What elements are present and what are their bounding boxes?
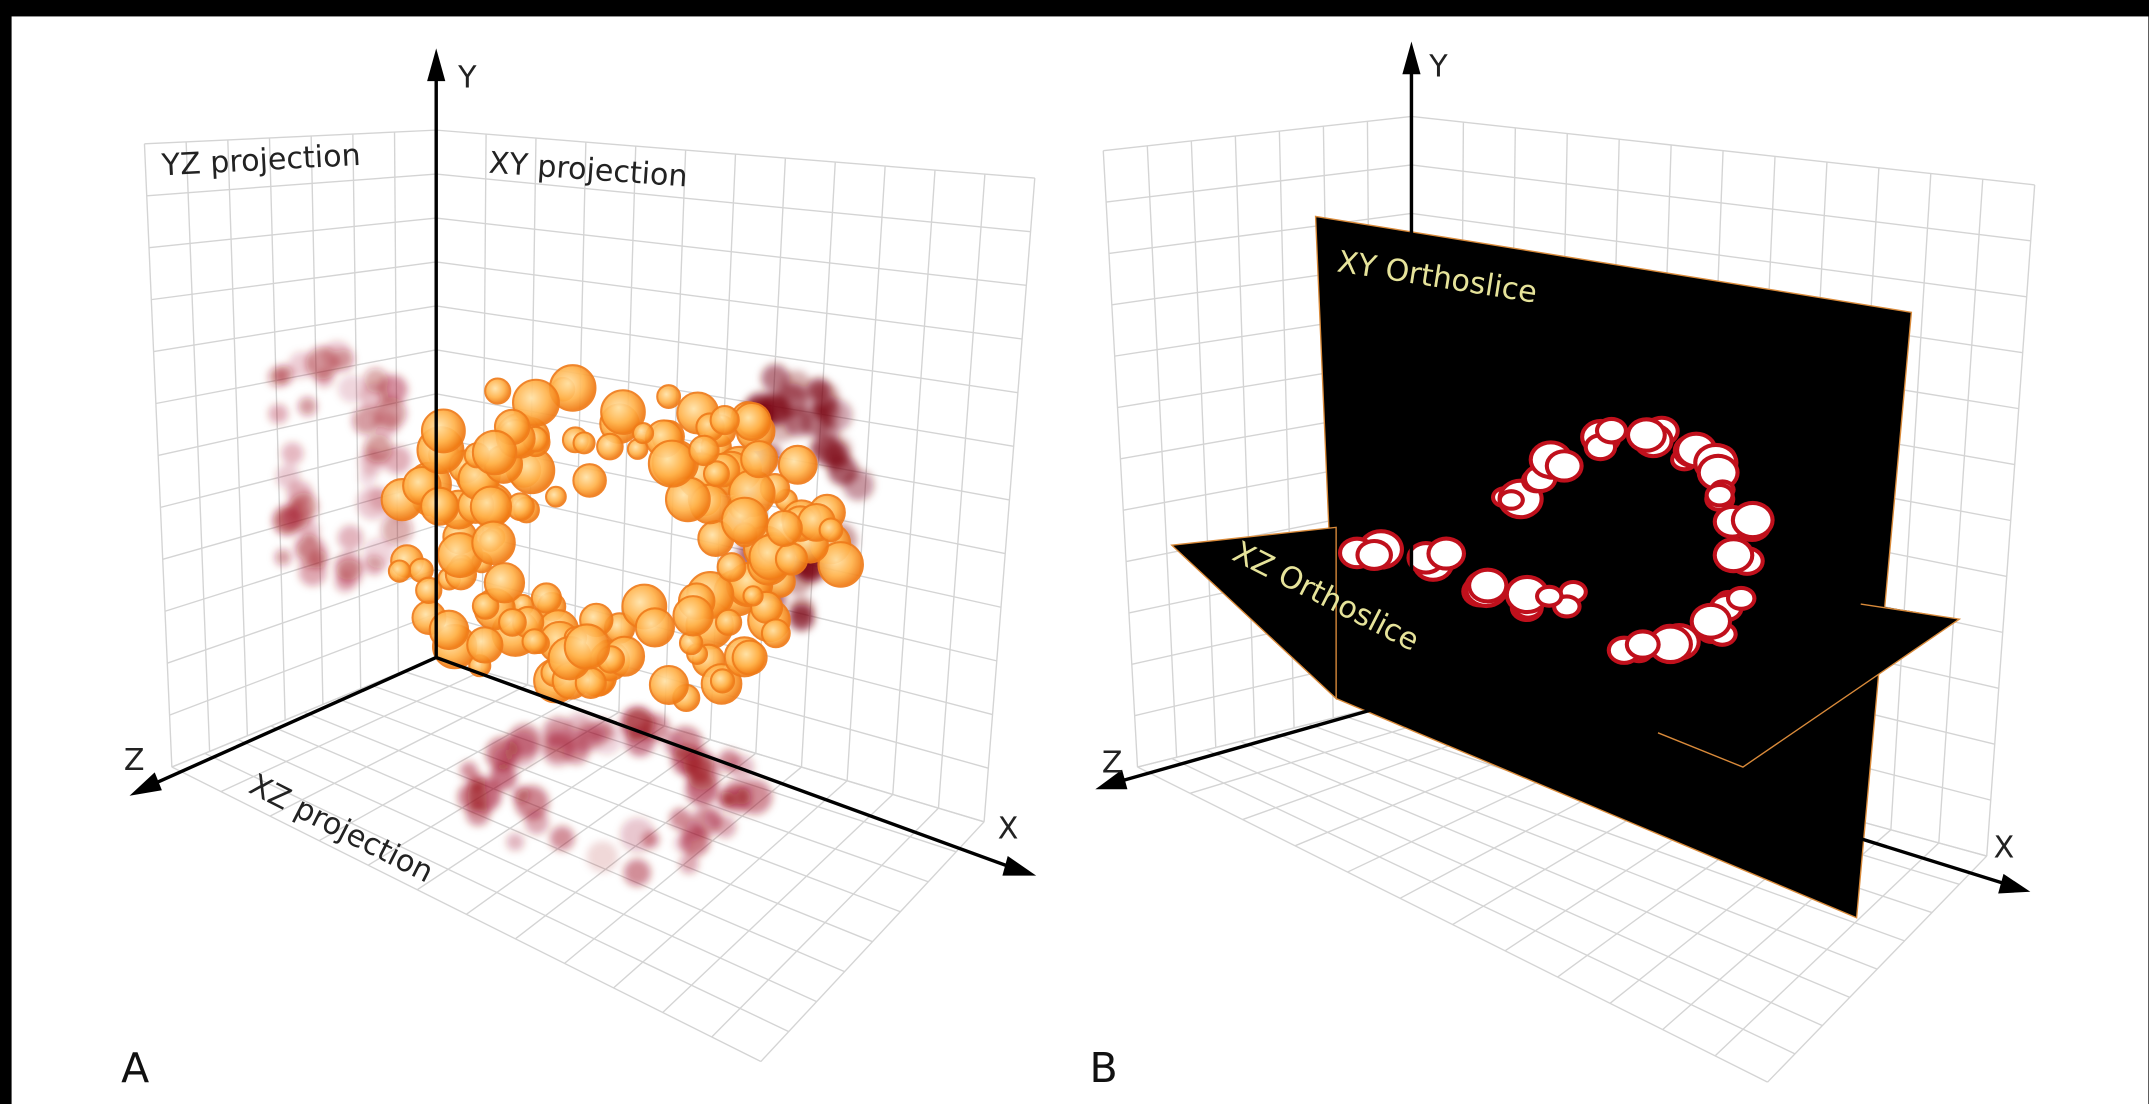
particle <box>722 498 768 544</box>
projection-blob <box>543 717 574 748</box>
particle <box>657 385 680 408</box>
slice-blob <box>1730 590 1752 607</box>
projection-blob <box>335 552 363 580</box>
x-axis-label: X <box>998 811 1019 846</box>
projection-blob <box>525 810 549 834</box>
particle <box>673 596 712 635</box>
slice-blob <box>1360 543 1389 567</box>
y-axis-label: Y <box>1428 50 1448 85</box>
particle <box>523 629 547 653</box>
projection-blob <box>365 451 382 468</box>
particle <box>689 436 718 465</box>
particle <box>485 563 524 602</box>
particle <box>485 378 510 403</box>
projection-blob <box>624 859 651 886</box>
particle <box>636 608 674 646</box>
projection-blob <box>506 833 524 851</box>
projection-blob <box>816 402 840 426</box>
figure: Y Z X YZ projection XY projection XZ pro… <box>0 0 2149 1104</box>
projection-blob <box>373 411 399 437</box>
projection-blob <box>333 349 354 370</box>
projection-blob <box>570 730 594 754</box>
particle <box>776 543 807 574</box>
slice-blob <box>1629 633 1657 655</box>
slice-blob <box>1694 607 1728 636</box>
particle <box>597 434 623 460</box>
particle <box>767 511 802 546</box>
particle <box>389 560 410 581</box>
slice-blob <box>1471 572 1504 600</box>
particle <box>741 441 777 477</box>
particle <box>565 624 609 668</box>
panel-label: A <box>121 1044 149 1092</box>
projection-blob <box>843 469 874 500</box>
particle <box>650 666 688 704</box>
projection-blob <box>490 763 517 790</box>
projection-blob <box>789 605 815 631</box>
projection-blob <box>364 555 384 575</box>
projection-blob <box>726 787 752 813</box>
projection-blob <box>298 397 317 416</box>
projection-blob <box>512 786 530 804</box>
particle <box>573 464 605 496</box>
projection-blob <box>295 534 321 560</box>
particle <box>467 627 502 662</box>
projection-blob <box>458 782 487 811</box>
particle <box>499 609 526 636</box>
projection-blob <box>673 834 691 852</box>
slice-blob <box>1717 541 1750 569</box>
projection-blob <box>360 383 389 412</box>
particle <box>711 406 739 434</box>
projection-blob <box>587 841 619 873</box>
x-axis-label: X <box>1994 830 2015 865</box>
slice-blob <box>1630 421 1663 448</box>
slice-blob <box>1539 589 1559 604</box>
slice-blob <box>1502 493 1521 506</box>
page: {"panels": [ {"label": "A", "axes": {"x"… <box>0 0 2149 1104</box>
slice-blob <box>1735 505 1771 535</box>
projection-blob <box>274 507 301 534</box>
projection-blob <box>679 854 698 873</box>
projection-blob <box>620 817 655 852</box>
projection-blob <box>781 370 811 400</box>
projection-blob <box>268 367 288 387</box>
slice-blob <box>1599 421 1624 440</box>
particle <box>711 669 734 692</box>
z-axis-label: Z <box>124 743 145 778</box>
projection-blob <box>359 468 377 486</box>
particle <box>649 441 695 487</box>
projection-blob <box>281 442 303 464</box>
y-axis-label: Y <box>457 61 477 96</box>
particle <box>574 432 595 453</box>
slice-blob <box>1431 541 1462 567</box>
particle <box>718 553 746 581</box>
z-axis-label: Z <box>1102 746 1123 781</box>
particle <box>421 488 458 525</box>
panel-label: B <box>1090 1044 1118 1092</box>
particle <box>473 431 516 474</box>
slice-blob <box>1709 487 1731 503</box>
particle <box>743 586 762 605</box>
projection-blob <box>288 352 315 379</box>
projection-blob <box>275 549 291 565</box>
projection-blob <box>822 442 849 469</box>
particle <box>762 619 790 647</box>
projection-blob <box>268 404 288 424</box>
particle <box>472 522 514 564</box>
particle <box>546 487 566 507</box>
projection-blob <box>338 525 364 551</box>
particle <box>633 423 653 443</box>
projection-blob <box>688 760 711 783</box>
particle <box>422 410 465 453</box>
particle <box>820 518 843 541</box>
projection-blob <box>670 808 692 830</box>
particle <box>733 641 767 675</box>
slice-blob <box>1549 453 1580 478</box>
projection-blob <box>550 826 575 851</box>
particle <box>716 610 741 635</box>
